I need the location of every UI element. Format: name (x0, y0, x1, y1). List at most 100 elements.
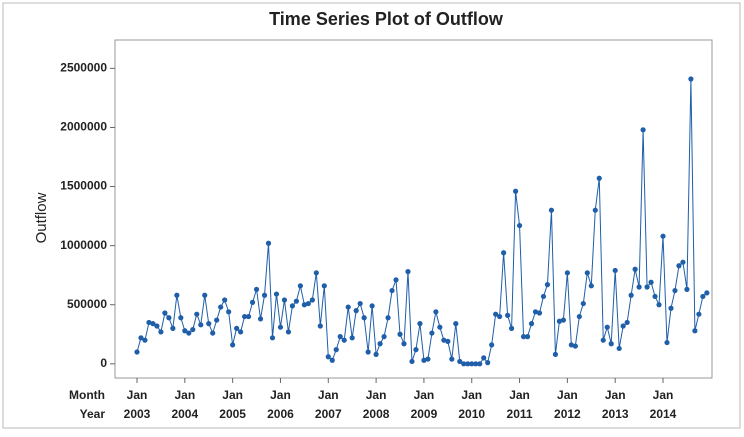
data-point (142, 337, 148, 343)
data-point (238, 329, 244, 335)
data-point (520, 334, 527, 340)
data-point (441, 337, 447, 343)
x-tick-label: 2003 (124, 407, 151, 421)
data-point (162, 310, 168, 316)
x-row-label: Year (80, 407, 106, 421)
data-point (381, 334, 387, 340)
data-point (608, 341, 614, 347)
data-point (501, 250, 507, 256)
data-point (461, 361, 467, 367)
data-point (138, 335, 144, 341)
data-point (385, 315, 391, 321)
data-point (684, 286, 690, 292)
data-point (425, 356, 431, 362)
data-point (445, 338, 451, 344)
x-tick-label: Jan (174, 388, 195, 402)
data-point (449, 356, 455, 362)
data-point (337, 334, 343, 340)
y-axis-label: Outflow (33, 192, 50, 243)
data-point (652, 293, 658, 300)
x-tick-label: 2014 (650, 407, 677, 421)
data-point (305, 300, 311, 307)
data-point (481, 355, 487, 361)
x-tick-label: Jan (605, 388, 626, 402)
data-point (421, 357, 427, 363)
data-point (257, 316, 264, 322)
y-tick-label: 1000000 (60, 238, 107, 252)
data-point (349, 335, 355, 341)
data-point (393, 277, 399, 283)
data-point (297, 283, 303, 289)
data-point (516, 222, 523, 229)
data-point (568, 342, 574, 348)
data-point (178, 315, 184, 321)
data-point (616, 345, 622, 352)
data-point (269, 335, 276, 341)
data-point (473, 361, 479, 367)
data-point (146, 319, 152, 326)
x-tick-label: Jan (222, 388, 243, 402)
data-point (273, 291, 280, 297)
data-point (688, 76, 694, 82)
data-point (222, 297, 228, 303)
data-point (564, 270, 570, 276)
data-point (409, 358, 415, 365)
data-point (341, 337, 347, 343)
data-point (548, 207, 555, 213)
y-tick-label: 2000000 (60, 120, 107, 134)
data-point (672, 287, 678, 294)
x-tick-label: Jan (557, 388, 578, 402)
data-point (353, 308, 359, 314)
data-point (429, 330, 435, 336)
data-point (477, 361, 483, 367)
data-point (226, 309, 232, 315)
x-tick-label: Jan (653, 388, 674, 402)
data-point (313, 270, 319, 276)
data-point (576, 313, 582, 320)
data-point (624, 319, 630, 326)
data-point (194, 311, 200, 317)
data-point (261, 292, 268, 298)
data-point (285, 329, 292, 335)
data-point (552, 351, 559, 357)
y-tick-label: 1500000 (60, 179, 107, 193)
data-point (281, 297, 288, 303)
data-point (660, 233, 666, 239)
data-point (214, 317, 220, 323)
x-row-label: Month (69, 388, 105, 402)
data-point (692, 328, 698, 334)
data-point (668, 305, 674, 311)
data-point (317, 323, 323, 329)
data-point (245, 313, 252, 320)
data-point (469, 361, 475, 367)
x-tick-label: Jan (461, 388, 482, 402)
data-point (588, 283, 594, 289)
x-tick-label: 2007 (315, 407, 342, 421)
data-point (664, 339, 670, 346)
data-point (644, 284, 650, 290)
data-point (186, 330, 192, 336)
x-tick-label: Jan (127, 388, 148, 402)
x-tick-label: Jan (366, 388, 387, 402)
data-point (489, 342, 495, 348)
data-point (357, 300, 363, 307)
data-point (417, 321, 423, 327)
data-point (377, 341, 383, 347)
data-point (249, 299, 256, 305)
data-point (433, 309, 439, 315)
data-point (241, 313, 248, 320)
x-tick-label: Jan (318, 388, 339, 402)
data-point (182, 328, 188, 334)
data-point (365, 349, 371, 355)
data-point (524, 334, 531, 340)
data-point (325, 354, 331, 360)
data-point (198, 322, 204, 328)
data-point (174, 292, 180, 298)
data-point (648, 279, 654, 285)
data-point (321, 283, 327, 289)
data-point (632, 266, 638, 272)
x-tick-label: 2011 (507, 407, 533, 421)
x-tick-label: 2010 (458, 407, 485, 421)
data-point (369, 303, 375, 309)
